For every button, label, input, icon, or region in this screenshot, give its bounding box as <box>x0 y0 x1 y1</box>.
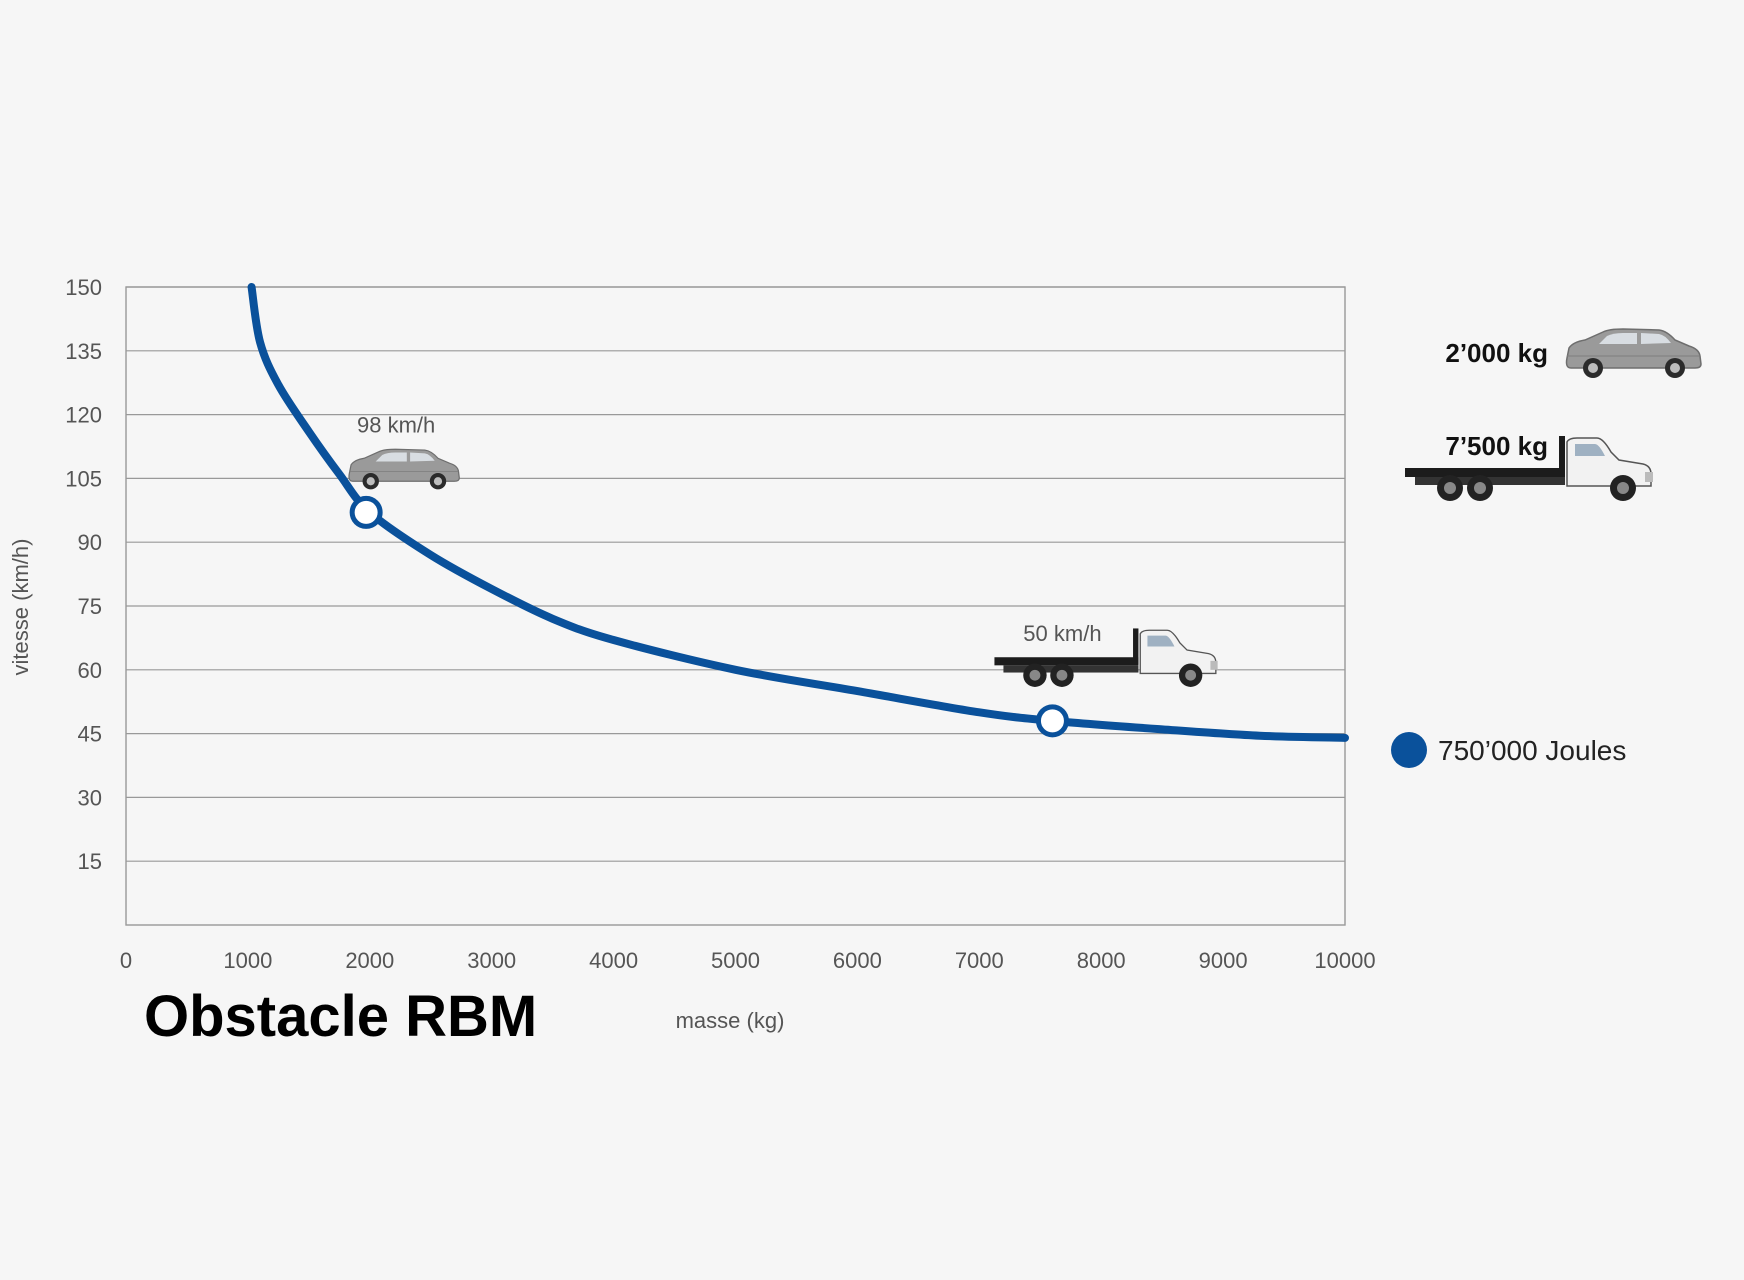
y-axis-title: vitesse (km/h) <box>8 539 33 676</box>
y-tick-label-60: 60 <box>78 658 102 683</box>
y-tick-label-150: 150 <box>65 275 102 300</box>
annotation-label-1: 50 km/h <box>1023 621 1101 646</box>
chart-title: Obstacle RBM <box>144 984 537 1049</box>
y-tick-label-90: 90 <box>78 530 102 555</box>
y-tick-label-15: 15 <box>78 849 102 874</box>
x-tick-label-4000: 4000 <box>589 948 638 973</box>
tick-labels: 15 30 45 60 75 90 105 120 135 150 0 1000 2000 3000 400… <box>65 275 1375 973</box>
car-icon <box>348 448 460 491</box>
y-tick-label-75: 75 <box>78 594 102 619</box>
vehicle-legend: 2’000 kg 7’500 kg <box>1404 328 1702 502</box>
series <box>247 283 1349 742</box>
vehicle-legend-car-label: 2’000 kg <box>1445 338 1548 368</box>
x-tick-label-2000: 2000 <box>345 948 394 973</box>
y-tick-label-120: 120 <box>65 403 102 428</box>
plot-frame <box>125 286 1346 926</box>
x-tick-label-9000: 9000 <box>1199 948 1248 973</box>
grid <box>126 286 1345 862</box>
x-tick-label-10000: 10000 <box>1314 948 1375 973</box>
x-tick-label-1000: 1000 <box>223 948 272 973</box>
x-tick-label-5000: 5000 <box>711 948 760 973</box>
x-axis-title: masse (kg) <box>676 1008 785 1033</box>
x-tick-label-7000: 7000 <box>955 948 1004 973</box>
car-icon <box>1565 328 1702 379</box>
x-tick-label-6000: 6000 <box>833 948 882 973</box>
y-tick-label-105: 105 <box>65 466 102 491</box>
axes <box>125 286 1346 926</box>
annotation-label-0: 98 km/h <box>357 412 435 437</box>
y-tick-label-45: 45 <box>78 722 102 747</box>
annotations: 98 km/h 50 km/h <box>348 412 1219 738</box>
legend-marker <box>1391 732 1427 768</box>
legend-label: 750’000 Joules <box>1438 735 1626 766</box>
x-tick-label-0: 0 <box>120 948 132 973</box>
annotation-point-1 <box>1035 704 1069 738</box>
x-tick-label-8000: 8000 <box>1077 948 1126 973</box>
legend: 750’000 Joules <box>1391 732 1626 768</box>
y-tick-label-135: 135 <box>65 339 102 364</box>
annotation-point-0 <box>349 495 383 529</box>
vehicle-legend-truck-label: 7’500 kg <box>1445 431 1548 461</box>
series-line-0 <box>247 283 1349 742</box>
y-tick-label-30: 30 <box>78 785 102 810</box>
x-tick-label-3000: 3000 <box>467 948 516 973</box>
